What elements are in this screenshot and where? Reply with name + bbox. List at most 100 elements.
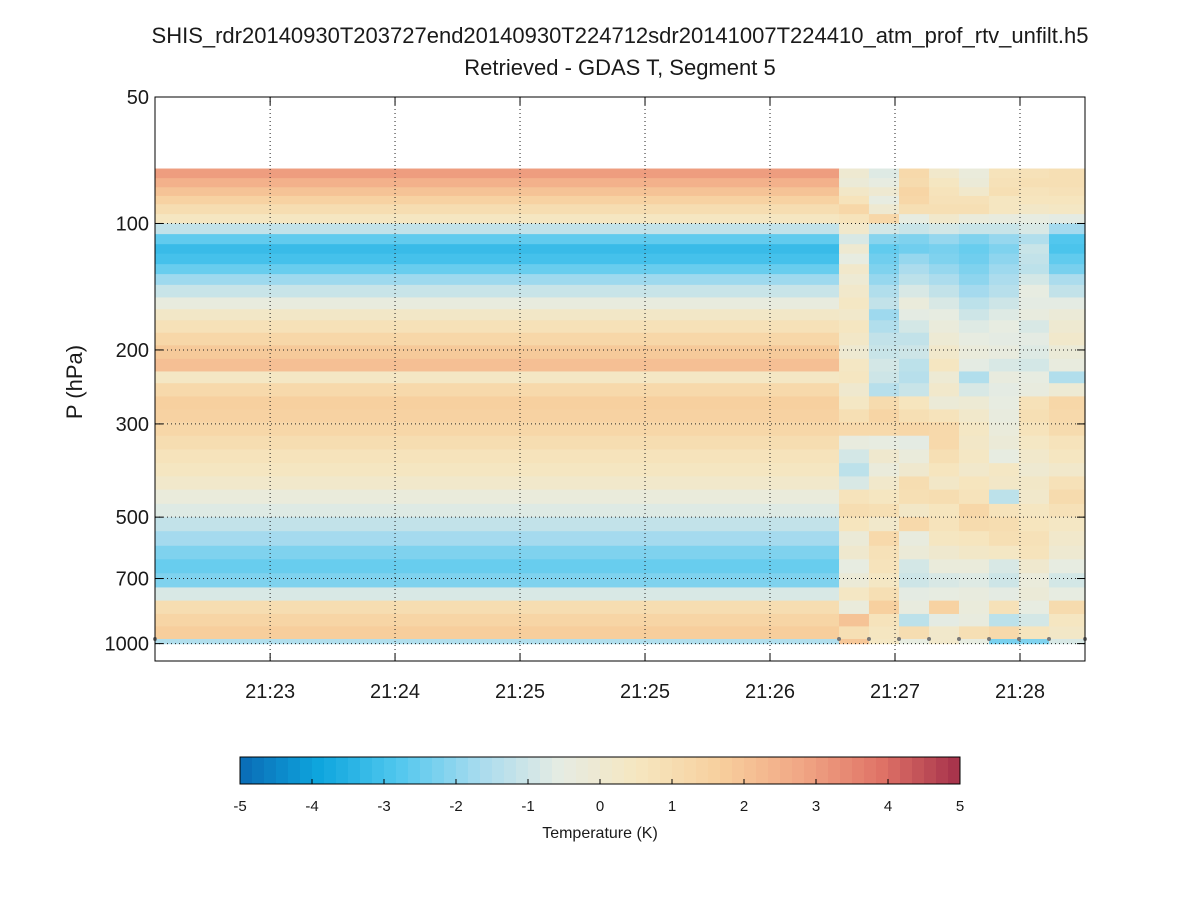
- heatmap-cell: [1018, 345, 1050, 360]
- colorbar-cell: [480, 757, 493, 784]
- heatmap-cell: [989, 274, 1020, 286]
- heatmap-cell: [155, 600, 840, 615]
- y-axis-ticks: 50 100 200 300 500 700 1000: [105, 87, 1085, 656]
- colorbar-cell: [900, 757, 913, 784]
- heatmap-cell: [1049, 274, 1086, 286]
- colorbar-cell: [432, 757, 445, 784]
- heatmap-cell: [929, 435, 960, 451]
- heatmap-cell: [899, 253, 930, 265]
- heatmap-cell: [958, 559, 990, 574]
- heatmap-cell: [839, 449, 870, 464]
- heatmap-cell: [155, 396, 840, 410]
- heatmap-cell: [929, 409, 960, 423]
- heatmap-cell: [899, 284, 930, 299]
- heatmap-cell: [958, 244, 990, 255]
- colorbar-cell: [540, 757, 553, 784]
- colorbar-cell: [444, 757, 457, 784]
- heatmap-cell: [899, 476, 930, 491]
- heatmap-cell: [929, 214, 960, 225]
- heatmap-cell: [839, 503, 870, 518]
- heatmap-cell: [1049, 531, 1086, 547]
- colorbar-cell: [420, 757, 433, 784]
- colorbar-tick-label: 3: [812, 798, 820, 815]
- heatmap-cell: [1049, 587, 1086, 602]
- heatmap-cell: [958, 332, 990, 346]
- heatmap-cell: [989, 371, 1020, 384]
- y-axis-label: P (hPa): [62, 345, 87, 419]
- heatmap-cell: [839, 204, 870, 215]
- ground-marker: [987, 636, 992, 641]
- heatmap-cell: [155, 449, 840, 464]
- heatmap-cell: [929, 358, 960, 373]
- heatmap-cell: [1049, 253, 1086, 265]
- heatmap-cell: [839, 517, 870, 532]
- heatmap-cell: [899, 168, 930, 179]
- heatmap-cell: [868, 178, 900, 188]
- colorbar-cells: [240, 757, 961, 784]
- heatmap-cell: [155, 587, 840, 602]
- heatmap-cell: [1018, 284, 1050, 299]
- heatmap-cell: [989, 309, 1020, 321]
- colorbar-cell: [336, 757, 349, 784]
- colorbar-cell: [396, 757, 409, 784]
- colorbar-cell: [756, 757, 769, 784]
- colorbar-cell: [360, 757, 373, 784]
- heatmap-cell: [155, 204, 840, 215]
- heatmap-cell: [868, 409, 900, 423]
- heatmap-cell: [155, 195, 840, 205]
- heatmap-cell: [155, 409, 840, 423]
- heatmap-cell: [868, 253, 900, 265]
- heatmap-cell: [989, 253, 1020, 265]
- heatmap-cell: [1049, 178, 1086, 188]
- heatmap-cell: [868, 195, 900, 205]
- heatmap-cell: [929, 187, 960, 197]
- heatmap-cell: [1018, 476, 1050, 491]
- heatmap-cell: [989, 463, 1020, 478]
- heatmap-cell: [958, 587, 990, 602]
- colorbar-cell: [852, 757, 865, 784]
- heatmap-cell: [1018, 422, 1050, 437]
- heatmap-cell: [155, 476, 840, 491]
- heatmap-cell: [839, 476, 870, 491]
- colorbar-cell: [876, 757, 889, 784]
- heatmap-cell: [868, 449, 900, 464]
- heatmap-cell: [868, 545, 900, 560]
- heatmap-cell: [1018, 332, 1050, 346]
- heatmap-cell: [839, 214, 870, 225]
- heatmap-cell: [839, 195, 870, 205]
- colorbar-cell: [624, 757, 637, 784]
- heatmap-cell: [958, 600, 990, 615]
- heatmap-cell: [868, 320, 900, 334]
- heatmap-cell: [958, 396, 990, 410]
- colorbar-cell: [240, 757, 253, 784]
- heatmap-cell: [989, 320, 1020, 334]
- colorbar-cell: [516, 757, 529, 784]
- heatmap-cell: [1049, 638, 1086, 645]
- heatmap-cell: [989, 358, 1020, 373]
- heatmap-cell: [1018, 435, 1050, 451]
- colorbar-cell: [672, 757, 685, 784]
- x-axis-ticks: 21:23 21:24 21:25 21:25 21:26 21:27 21:28: [245, 97, 1045, 703]
- heatmap-cell: [839, 178, 870, 188]
- heatmap-cell: [929, 178, 960, 188]
- colorbar-cell: [468, 757, 481, 784]
- heatmap-cell: [868, 187, 900, 197]
- heatmap-cell: [155, 545, 840, 560]
- y-tick-label: 50: [127, 87, 149, 109]
- colorbar-cell: [528, 757, 541, 784]
- heatmap-cell: [958, 531, 990, 547]
- x-tick-label: 21:27: [870, 681, 920, 703]
- heatmap-cell: [868, 517, 900, 532]
- heatmap-cell: [839, 559, 870, 574]
- heatmap-cell: [958, 187, 990, 197]
- heatmap-cell: [1018, 234, 1050, 245]
- heatmap-cell: [989, 168, 1020, 179]
- heatmap-cell: [1018, 168, 1050, 179]
- heatmap-cell: [929, 297, 960, 310]
- heatmap-cell: [839, 332, 870, 346]
- heatmap-cell: [868, 613, 900, 628]
- heatmap-cell: [899, 187, 930, 197]
- heatmap-cell: [155, 187, 840, 197]
- heatmap-cell: [1018, 320, 1050, 334]
- heatmap-cell: [868, 559, 900, 574]
